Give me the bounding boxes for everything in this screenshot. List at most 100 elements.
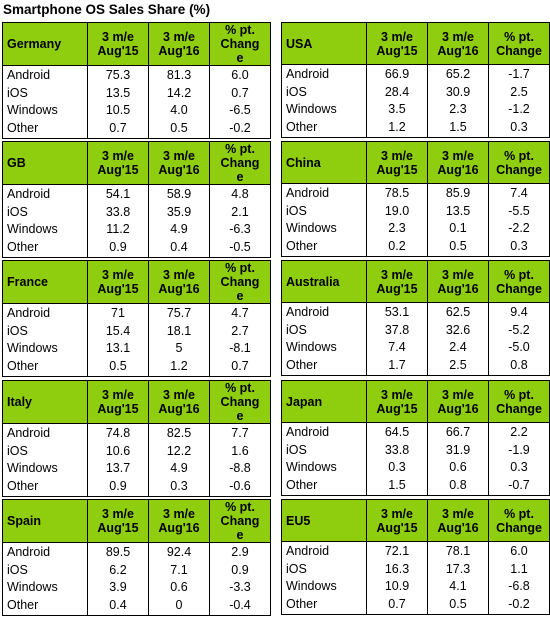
header-line: Aug'15 xyxy=(97,402,139,416)
os-name-column: Android iOS Windows Other xyxy=(2,303,88,377)
aug15-value: 11.2 xyxy=(106,222,130,236)
os-name: iOS xyxy=(7,85,28,100)
header-line: Change xyxy=(496,281,542,296)
header-line: % pt. xyxy=(225,381,255,396)
aug15-value: 66.9 xyxy=(384,67,410,81)
table-body-row: Android iOS Windows Other 66.9 28.4 3.5 1.2 65.2… xyxy=(281,64,550,138)
aug15-header: 3 m/e Aug'15 xyxy=(366,499,428,542)
region-name: Australia xyxy=(281,260,367,303)
table-body-row: Android iOS Windows Other 64.5 33.8 0.3 1.5 66.7… xyxy=(281,422,550,496)
aug15-value: 75.3 xyxy=(105,68,131,82)
os-name-column: Android iOS Windows Other xyxy=(2,65,88,139)
header-line: Aug'15 xyxy=(376,520,418,535)
change-value: -0.7 xyxy=(508,477,530,492)
aug16-value: 31.9 xyxy=(445,442,471,457)
aug16-value: 32.6 xyxy=(445,322,471,337)
change-value: -1.9 xyxy=(508,442,530,457)
aug15-value: 0.2 xyxy=(388,238,406,253)
header-line: 3 m/e xyxy=(442,29,474,44)
change-value: 2.7 xyxy=(231,323,249,338)
aug15-value: 1.7 xyxy=(388,357,406,372)
header-line: 3 m/e xyxy=(163,507,195,521)
region-name: EU5 xyxy=(281,499,367,542)
aug15-value: 37.8 xyxy=(384,322,410,337)
aug15-value: 2.3 xyxy=(388,221,406,235)
region-table: Spain 3 m/e Aug'15 3 m/e Aug'16% pt. Chang e An… xyxy=(2,499,271,616)
os-name: iOS xyxy=(7,204,28,219)
os-name-column: Android iOS Windows Other xyxy=(281,64,367,138)
region-table: Japan 3 m/e Aug'15 3 m/e Aug'16% pt. Change An… xyxy=(281,380,550,496)
os-name-column: Android iOS Windows Other xyxy=(2,184,88,258)
table-body-row: Android iOS Windows Other 78.5 19.0 2.3 0.2 85.9… xyxy=(281,183,550,257)
os-name: Other xyxy=(7,239,39,254)
aug15-value: 3.5 xyxy=(388,102,406,116)
header-line: Aug'15 xyxy=(376,281,418,296)
aug15-value: 28.4 xyxy=(384,84,410,99)
change-value: 0.3 xyxy=(510,119,528,134)
os-name: Android xyxy=(286,67,330,81)
region-table: Italy 3 m/e Aug'15 3 m/e Aug'16% pt. Chang e An… xyxy=(2,380,271,497)
table-header-row: USA 3 m/e Aug'15 3 m/e Aug'16% pt. Change xyxy=(281,22,550,65)
header-line: e xyxy=(236,170,244,184)
os-name-column: Android iOS Windows Other xyxy=(2,423,88,497)
os-name: Other xyxy=(286,596,318,611)
change-value: 4.7 xyxy=(231,306,249,320)
os-name: Android xyxy=(7,68,51,82)
aug16-value: 14.2 xyxy=(166,85,192,100)
change-value: -8.1 xyxy=(229,341,251,355)
aug16-value: 0.5 xyxy=(170,120,188,135)
aug15-column: 54.1 33.8 11.2 0.9 xyxy=(87,184,149,258)
change-column: 7.7 1.6 -8.8 -0.6 xyxy=(209,423,271,497)
header-line: Aug'15 xyxy=(97,282,139,296)
change-value: 0.3 xyxy=(510,460,528,474)
os-name: Other xyxy=(7,478,39,493)
change-value: 6.0 xyxy=(510,544,528,558)
header-line: Aug'15 xyxy=(376,43,418,58)
aug15-header: 3 m/e Aug'15 xyxy=(87,380,149,424)
aug16-column: 81.3 14.2 4.0 0.5 xyxy=(148,65,210,139)
header-line: Change xyxy=(496,43,542,58)
region-name: Spain xyxy=(2,499,88,543)
header-line: % pt. xyxy=(504,148,534,163)
header-line: e xyxy=(236,528,244,542)
os-name: Windows xyxy=(286,340,337,354)
aug15-value: 19.0 xyxy=(384,203,410,218)
header-line: Aug'15 xyxy=(97,521,139,535)
os-name-column: Android iOS Windows Other xyxy=(281,302,367,376)
aug16-value: 75.7 xyxy=(166,306,192,320)
aug16-value: 1.2 xyxy=(170,358,188,373)
change-column: 7.4 -5.5 -2.2 0.3 xyxy=(488,183,550,257)
aug15-value: 54.1 xyxy=(105,187,131,201)
aug15-value: 33.8 xyxy=(105,204,131,219)
header-line: Chang xyxy=(220,514,260,528)
aug15-value: 78.5 xyxy=(384,186,410,200)
region-table: France 3 m/e Aug'15 3 m/e Aug'16% pt. Chang e A… xyxy=(2,260,271,377)
change-value: -5.0 xyxy=(508,340,530,354)
aug16-value: 17.3 xyxy=(445,561,471,576)
aug16-value: 18.1 xyxy=(166,323,192,338)
header-line: Aug'16 xyxy=(437,401,479,416)
aug16-value: 85.9 xyxy=(445,186,471,200)
change-value: -5.5 xyxy=(508,203,530,218)
header-line: 3 m/e xyxy=(163,149,195,163)
aug15-header: 3 m/e Aug'15 xyxy=(87,22,149,66)
header-line: Chang xyxy=(220,37,260,51)
region-table: GB 3 m/e Aug'15 3 m/e Aug'16% pt. Chang e Andro… xyxy=(2,141,271,258)
aug16-value: 2.3 xyxy=(449,102,467,116)
aug16-header: 3 m/e Aug'16 xyxy=(148,22,210,66)
aug15-value: 71 xyxy=(111,306,125,320)
aug16-value: 35.9 xyxy=(166,204,192,219)
aug15-value: 0.7 xyxy=(109,120,127,135)
region-table: USA 3 m/e Aug'15 3 m/e Aug'16% pt. Change Andr… xyxy=(281,22,550,138)
header-line: 3 m/e xyxy=(163,268,195,282)
aug15-column: 53.1 37.8 7.4 1.7 xyxy=(366,302,428,376)
change-value: 7.7 xyxy=(231,426,249,440)
header-line: Aug'16 xyxy=(437,162,479,177)
header-line: Aug'15 xyxy=(97,44,139,58)
table-body-row: Android iOS Windows Other 53.1 37.8 7.4 1.7 62.5… xyxy=(281,302,550,376)
header-line: 3 m/e xyxy=(102,30,134,44)
os-name: iOS xyxy=(286,84,307,99)
aug15-header: 3 m/e Aug'15 xyxy=(366,260,428,303)
aug16-column: 58.9 35.9 4.9 0.4 xyxy=(148,184,210,258)
os-name: iOS xyxy=(7,443,28,458)
